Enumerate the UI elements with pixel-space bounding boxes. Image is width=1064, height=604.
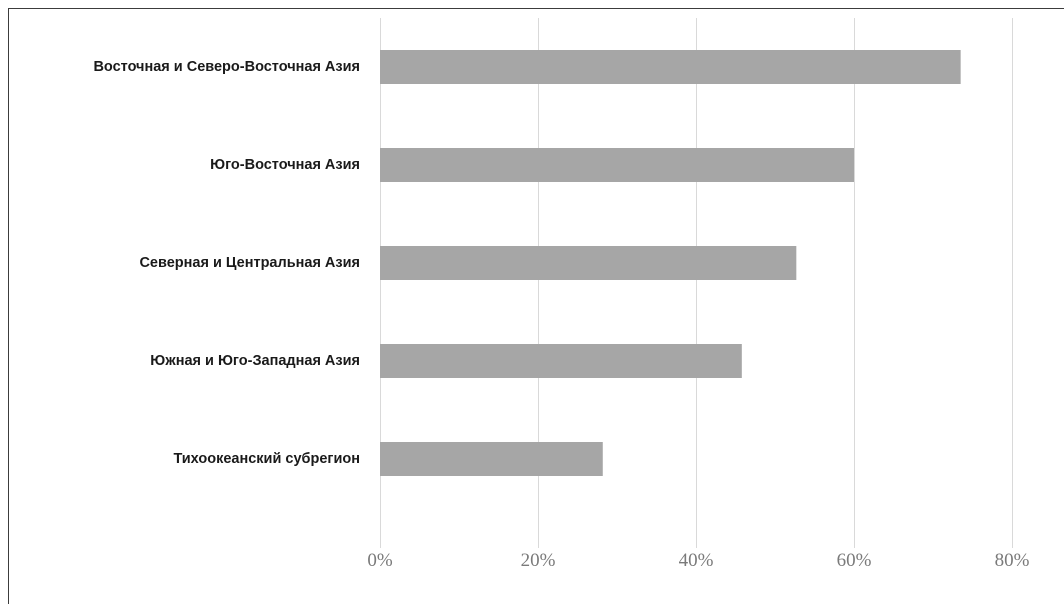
category-label: Тихоокеанский субрегион	[173, 451, 360, 467]
chart-frame	[8, 8, 1064, 604]
bar	[380, 148, 854, 182]
x-tick-label: 0%	[367, 550, 393, 571]
x-tick-label: 60%	[837, 550, 872, 571]
x-tick-label: 40%	[679, 550, 714, 571]
category-labels: Восточная и Северо-Восточная Азия Юго-Вос…	[93, 59, 360, 467]
bar	[380, 442, 603, 476]
x-tick-label: 80%	[995, 550, 1030, 571]
x-tick-label: 20%	[521, 550, 556, 571]
bar	[380, 50, 961, 84]
category-label: Юго-Восточная Азия	[210, 157, 360, 173]
bars	[380, 50, 961, 476]
category-label: Восточная и Северо-Восточная Азия	[93, 59, 360, 75]
x-axis-tick-labels: 0% 20% 40% 60% 80%	[367, 550, 1029, 571]
category-label: Южная и Юго-Западная Азия	[150, 353, 360, 369]
bar	[380, 246, 797, 280]
category-label: Северная и Центральная Азия	[139, 255, 360, 271]
bar	[380, 344, 742, 378]
